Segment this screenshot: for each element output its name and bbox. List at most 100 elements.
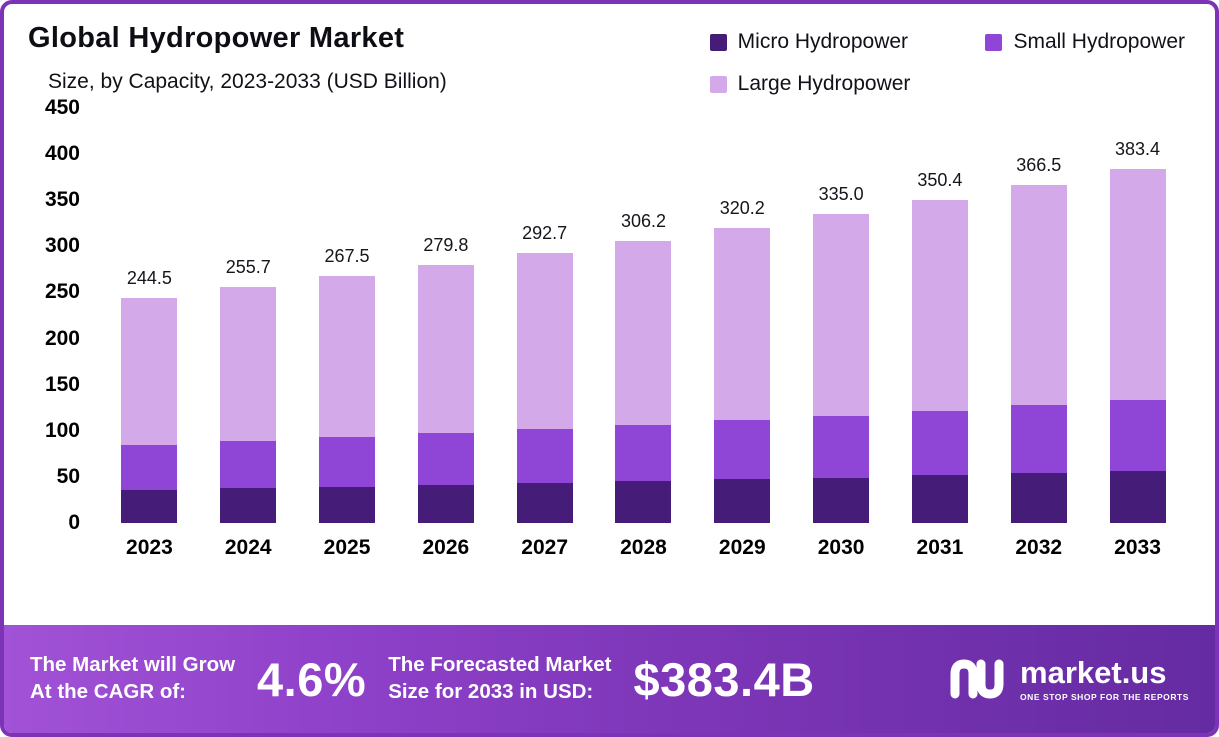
cagr-value: 4.6%	[257, 652, 367, 706]
bar-segment-micro-hydropower	[121, 489, 178, 523]
legend-swatch	[709, 33, 727, 51]
y-tick-label: 350	[44, 188, 80, 212]
bar-value-label: 366.5	[1016, 155, 1062, 176]
bar-segment-large-hydropower	[813, 214, 870, 416]
x-tick-label: 2024	[224, 536, 272, 559]
bar-segment-micro-hydropower	[220, 488, 277, 523]
y-tick-label: 250	[44, 280, 80, 304]
forecast-label-line2: Size for 2033 in USD:	[388, 680, 594, 703]
bar-stack	[220, 287, 277, 523]
y-tick-label: 150	[44, 372, 80, 396]
forecast-label: The Forecasted Market Size for 2033 in U…	[388, 652, 611, 705]
bar-segment-micro-hydropower	[516, 483, 573, 523]
bar-segment-large-hydropower	[911, 199, 968, 411]
bar-segment-micro-hydropower	[417, 485, 474, 523]
chart-legend: Micro Hydropower Small Hydropower Large Hy…	[709, 22, 1185, 96]
bar-segment-large-hydropower	[615, 240, 672, 425]
title-block: Global Hydropower Market Size, by Capaci…	[28, 22, 447, 96]
bar-column-2026: 279.8	[396, 108, 495, 523]
bar-segment-small-hydropower	[911, 410, 968, 476]
bar-value-label: 279.8	[423, 234, 469, 255]
bar-segment-micro-hydropower	[813, 477, 870, 523]
bar-column-2023: 244.5	[100, 108, 199, 523]
bar-segment-large-hydropower	[220, 287, 277, 441]
plot-area: 244.5 255.7 267.5 279.8 292.7 306.2 320.2 335.0…	[100, 108, 1187, 523]
bar-segment-large-hydropower	[1010, 185, 1067, 406]
bar-stack	[813, 214, 870, 523]
bar-column-2030: 335.0	[792, 108, 891, 523]
marketus-icon	[950, 659, 1004, 699]
brand-tagline: ONE STOP SHOP FOR THE REPORTS	[1020, 691, 1189, 702]
bar-value-label: 292.7	[522, 223, 568, 244]
bar-stack	[1109, 169, 1166, 523]
bar-column-2033: 383.4	[1088, 108, 1187, 523]
chart-subtitle: Size, by Capacity, 2023-2033 (USD Billio…	[48, 70, 447, 93]
bar-stack	[417, 264, 474, 523]
bar-value-label: 350.4	[917, 169, 963, 190]
x-tick-label: 2030	[817, 536, 865, 559]
legend-label: Micro Hydropower	[737, 30, 909, 53]
y-tick-label: 200	[44, 326, 80, 350]
x-tick-label: 2029	[718, 536, 766, 559]
bar-column-2025: 267.5	[298, 108, 397, 523]
bar-segment-small-hydropower	[813, 415, 870, 478]
bar-stack	[714, 227, 771, 523]
bar-stack	[516, 253, 573, 523]
page-title: Global Hydropower Market	[28, 22, 405, 54]
bar-column-2031: 350.4	[891, 108, 990, 523]
brand-text-block: market.us ONE STOP SHOP FOR THE REPORTS	[1020, 657, 1189, 702]
bar-column-2028: 306.2	[594, 108, 693, 523]
y-tick-label: 400	[44, 142, 80, 166]
stacked-bar-chart: 0 50 100 150 200 250 300 350 400 450 244.5 255.7 26…	[4, 96, 1215, 625]
y-tick-label: 100	[44, 418, 80, 442]
bar-segment-micro-hydropower	[714, 479, 771, 523]
legend-swatch	[985, 33, 1003, 51]
bar-value-label: 320.2	[719, 197, 765, 218]
bar-segment-large-hydropower	[516, 253, 573, 430]
bar-segment-small-hydropower	[714, 420, 771, 480]
bar-value-label: 267.5	[324, 246, 370, 267]
legend-item-micro-hydropower: Micro Hydropower	[709, 30, 911, 54]
bar-segment-micro-hydropower	[911, 475, 968, 523]
forecast-value: $383.4B	[633, 652, 815, 706]
x-tick-label: 2033	[1114, 536, 1161, 559]
cagr-label-line2: At the CAGR of:	[30, 680, 187, 703]
bar-segment-micro-hydropower	[1010, 473, 1067, 523]
legend-label: Small Hydropower	[1013, 30, 1185, 53]
x-axis: 2023 2024 2025 2026 2027 2028 2029 2030 2031 2032…	[100, 536, 1187, 560]
x-tick-label: 2031	[916, 536, 964, 559]
bar-segment-small-hydropower	[516, 429, 573, 484]
bar-segment-large-hydropower	[121, 297, 178, 445]
bar-value-label: 244.5	[126, 267, 172, 288]
bar-segment-large-hydropower	[714, 227, 771, 421]
bar-segment-micro-hydropower	[1109, 470, 1166, 523]
bar-value-label: 306.2	[620, 210, 666, 231]
bar-segment-small-hydropower	[1109, 400, 1166, 471]
bar-stack	[615, 240, 672, 523]
bar-value-label: 255.7	[225, 257, 271, 278]
bar-segment-large-hydropower	[1109, 169, 1166, 401]
footer-banner: The Market will Grow At the CAGR of: 4.6…	[4, 625, 1215, 733]
bar-segment-small-hydropower	[417, 433, 474, 486]
bar-stack	[121, 297, 178, 523]
bar-segment-small-hydropower	[220, 440, 277, 489]
forecast-label-line1: The Forecasted Market	[388, 653, 612, 677]
bar-column-2032: 366.5	[989, 108, 1088, 523]
cagr-label: The Market will Grow At the CAGR of:	[30, 652, 235, 705]
brand-logo: market.us ONE STOP SHOP FOR THE REPORTS	[946, 656, 1189, 702]
bar-stack	[911, 199, 968, 523]
bar-value-label: 383.4	[1115, 139, 1161, 160]
bar-segment-small-hydropower	[615, 424, 672, 482]
brand-name: market.us	[1020, 654, 1167, 690]
y-tick-label: 300	[44, 234, 80, 258]
bar-stack	[1010, 185, 1067, 523]
chart-header: Global Hydropower Market Size, by Capaci…	[4, 4, 1215, 96]
bar-column-2027: 292.7	[495, 108, 594, 523]
bar-segment-large-hydropower	[417, 264, 474, 434]
y-tick-label: 450	[44, 96, 80, 119]
bar-stack	[319, 276, 376, 523]
legend-item-large-hydropower: Large Hydropower	[709, 72, 910, 96]
x-tick-label: 2028	[620, 536, 667, 559]
x-tick-label: 2025	[323, 536, 371, 559]
